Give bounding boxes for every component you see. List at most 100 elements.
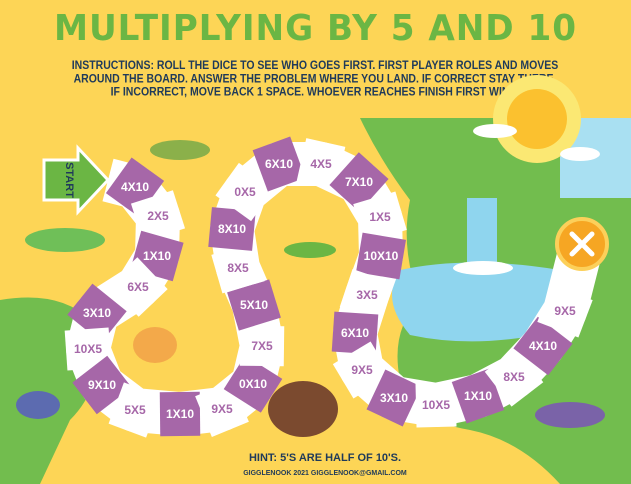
board-space[interactable]: 5X10 [227, 279, 281, 331]
board-space[interactable]: 1X5 [353, 191, 407, 243]
cloud-icon [560, 147, 600, 161]
hint-text: HINT: 5'S ARE HALF OF 10'S. [248, 452, 402, 464]
x-circle-icon [569, 231, 595, 257]
board-space[interactable]: 1X10 [451, 368, 505, 424]
board-space[interactable]: 0X5 [215, 162, 275, 222]
board-space[interactable]: 5X5 [108, 382, 162, 438]
board-space[interactable]: 4X10 [513, 316, 573, 376]
space-label: 1X10 [464, 389, 492, 403]
space-label: 8X5 [503, 370, 525, 384]
space-label: 3X5 [356, 288, 378, 302]
space-tile [451, 368, 505, 424]
space-label: 5X10 [240, 298, 268, 312]
space-label: 7X5 [251, 339, 273, 353]
space-tile [215, 162, 275, 222]
space-tile [537, 284, 593, 338]
space-tile [332, 341, 392, 399]
space-label: 4X5 [310, 157, 332, 171]
board-space[interactable]: 8X5 [484, 347, 544, 407]
space-label: 6X10 [341, 326, 369, 340]
board-space[interactable]: 9X5 [537, 284, 593, 338]
space-tile [64, 327, 112, 371]
board-space[interactable]: 7X5 [239, 325, 285, 367]
space-tile [329, 152, 389, 212]
space-label: 0X10 [239, 377, 267, 391]
space-tile [513, 316, 573, 376]
space-tile [108, 382, 162, 438]
board-space[interactable]: 8X10 [208, 207, 256, 251]
waterfall [467, 198, 497, 268]
space-label: 10X5 [74, 342, 102, 356]
space-tile [223, 355, 283, 413]
space-label: 6X5 [127, 280, 149, 294]
space-label: 6X10 [265, 157, 293, 171]
start-space[interactable]: START [42, 144, 111, 216]
space-label: 1X10 [166, 407, 194, 421]
space-tile [484, 347, 544, 407]
lake [392, 262, 575, 342]
space-label: 2X5 [147, 209, 169, 223]
space-label: 9X5 [554, 304, 576, 318]
space-tile [227, 279, 281, 331]
board-space[interactable]: 3X10 [67, 283, 127, 343]
space-label: 9X5 [351, 363, 373, 377]
trex-icon [25, 228, 105, 252]
board-space[interactable]: 4X5 [296, 138, 346, 190]
space-tile [366, 369, 422, 427]
cloud-icon [473, 124, 517, 138]
space-tile [67, 283, 127, 343]
space-tile [108, 257, 168, 317]
space-label: 3X10 [83, 306, 111, 320]
space-label: 5X5 [124, 403, 146, 417]
scenery [0, 75, 631, 484]
mammoth-icon [268, 381, 338, 437]
space-tile [130, 190, 186, 242]
space-label: 1X10 [143, 249, 171, 263]
board-space[interactable]: 8X5 [211, 242, 265, 294]
dimetrodon-icon [284, 242, 336, 258]
space-label: 9X5 [211, 402, 233, 416]
board-space[interactable]: 6X10 [252, 136, 306, 192]
board-space[interactable]: 7X10 [329, 152, 389, 212]
instructions: INSTRUCTIONS: ROLL THE DICE TO SEE WHO G… [71, 59, 559, 99]
finish-space[interactable] [555, 217, 609, 271]
space-label: 3X10 [380, 391, 408, 405]
space-tile [105, 157, 165, 217]
space-label: 10X10 [364, 249, 399, 263]
space-tile [72, 355, 132, 415]
board-space[interactable]: 10X5 [64, 327, 112, 371]
board-space[interactable]: 10X10 [356, 232, 406, 280]
space-tile [159, 391, 201, 437]
space-tile [353, 191, 407, 243]
space-tile [331, 311, 379, 355]
space-label: 1X5 [369, 210, 391, 224]
space-tile [356, 232, 406, 280]
space-tile [415, 382, 457, 428]
board-space[interactable]: 9X10 [72, 355, 132, 415]
sun-icon [507, 89, 567, 149]
board-space[interactable]: 3X5 [339, 269, 395, 321]
board-space[interactable]: 10X5 [415, 382, 457, 428]
board-space[interactable]: 0X10 [223, 355, 283, 413]
stegosaurus-icon [150, 140, 210, 160]
sabertooth-icon [133, 327, 177, 363]
board-space[interactable]: 4X10 [105, 157, 165, 217]
space-label: 7X10 [345, 175, 373, 189]
board-space[interactable]: 2X5 [130, 190, 186, 242]
space-tile [339, 269, 395, 321]
board-space[interactable]: 6X10 [331, 311, 379, 355]
space-tile [252, 136, 306, 192]
space-label: 10X5 [422, 398, 450, 412]
board-space[interactable]: 9X5 [332, 341, 392, 399]
space-tile [239, 325, 285, 367]
triceratops-icon [535, 402, 605, 428]
board-space[interactable]: 3X10 [366, 369, 422, 427]
space-tile [208, 207, 256, 251]
board-space[interactable]: 6X5 [108, 257, 168, 317]
credit-text: GIGGLENOOK 2021 GIGGLENOOK@GMAIL.COM [243, 470, 407, 477]
space-label: 8X5 [227, 261, 249, 275]
space-label: 8X10 [218, 222, 246, 236]
space-label: 9X10 [88, 378, 116, 392]
board-space[interactable]: 1X10 [159, 391, 201, 437]
